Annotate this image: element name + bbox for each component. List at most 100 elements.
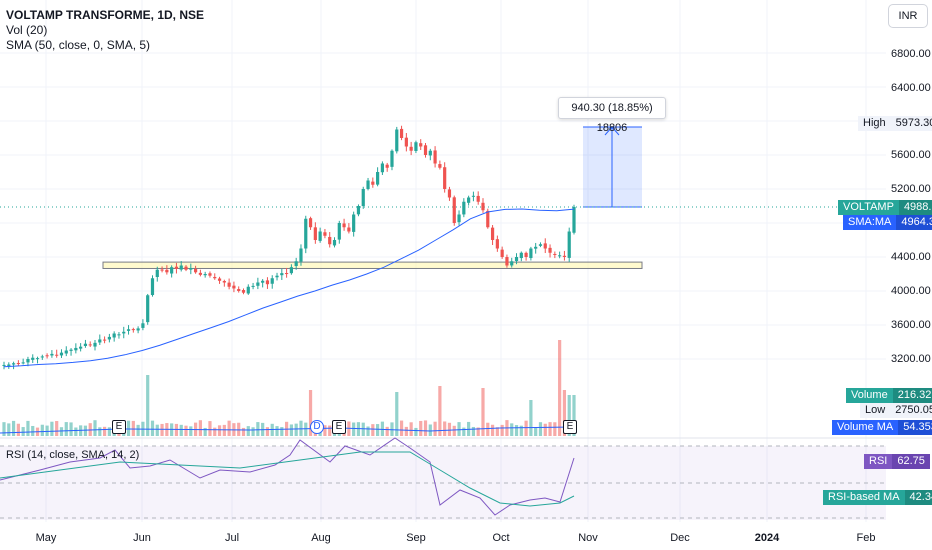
candle-body xyxy=(280,273,284,276)
volume-bar xyxy=(423,420,428,436)
candle-body xyxy=(294,261,298,266)
candle-body xyxy=(395,129,399,152)
volume-legend[interactable]: Vol (20) xyxy=(6,23,48,37)
volume-bar xyxy=(534,427,538,436)
volume-bar xyxy=(93,420,97,436)
volume-bar xyxy=(433,421,437,436)
volume-bar xyxy=(55,421,59,436)
candle-body xyxy=(399,128,404,138)
earnings-event-marker[interactable]: E xyxy=(332,420,346,434)
candle-body xyxy=(414,142,418,151)
candle-body xyxy=(107,336,111,340)
volume-bar xyxy=(208,421,212,436)
volume-bar xyxy=(529,400,533,436)
candle-body xyxy=(237,289,241,291)
price-scale-label: 4000.00 xyxy=(891,285,931,297)
candle-body xyxy=(404,137,408,147)
symbol-price-tag: VOLTAMP 4988.95 xyxy=(838,200,932,215)
candle-body xyxy=(371,181,375,185)
candle-body xyxy=(170,267,174,274)
volume-bar xyxy=(184,425,188,436)
currency-button[interactable]: INR xyxy=(888,4,928,28)
volume-bar xyxy=(241,427,246,436)
candle-body xyxy=(428,150,432,156)
candle-body xyxy=(390,150,394,167)
volume-bar xyxy=(572,395,576,436)
time-axis-label: Jun xyxy=(133,532,151,544)
price-scale-label: 5600.00 xyxy=(891,149,931,161)
volume-bar xyxy=(361,422,365,436)
low-value: 2750.05 xyxy=(895,404,932,416)
low-tag: Low 2750.05 xyxy=(860,403,932,418)
earnings-event-marker[interactable]: E xyxy=(563,420,577,434)
rsi-tag-label: RSI xyxy=(869,455,888,467)
candle-body xyxy=(160,269,164,271)
candle-body xyxy=(419,143,423,147)
volume-bar xyxy=(222,424,226,436)
candle-body xyxy=(467,197,471,203)
volume-bar xyxy=(107,427,111,436)
volume-bar xyxy=(150,420,155,436)
volume-bar xyxy=(227,420,231,436)
candle-body xyxy=(79,346,83,349)
candle-body xyxy=(323,232,327,236)
candle-body xyxy=(270,278,274,284)
price-scale-label: 3600.00 xyxy=(891,319,931,331)
candle-body xyxy=(318,231,322,241)
candle-body xyxy=(304,218,308,249)
time-axis-label: Oct xyxy=(492,532,510,544)
high-label: High xyxy=(863,117,886,129)
rsi-legend[interactable]: RSI (14, close, SMA, 14, 2) xyxy=(6,449,140,461)
symbol-legend[interactable]: VOLTAMP TRANSFORME, 1D, NSE xyxy=(6,8,205,22)
high-value: 5973.30 xyxy=(895,117,932,129)
candle-body xyxy=(93,342,97,347)
volume-bar xyxy=(548,422,552,436)
sma-tag-value: 4964.30 xyxy=(896,215,932,230)
volume-bar xyxy=(371,424,375,436)
volume-bar xyxy=(500,424,504,436)
candle-body xyxy=(64,350,68,354)
volume-bar xyxy=(98,427,102,436)
dividend-event-marker[interactable]: D xyxy=(310,420,324,434)
time-axis-label: May xyxy=(35,532,57,544)
candle-body xyxy=(88,344,92,346)
candle-body xyxy=(505,257,509,266)
candle-body xyxy=(198,272,202,275)
volume-bar xyxy=(543,423,547,436)
volume-bar xyxy=(126,420,131,436)
candle-body xyxy=(2,364,6,366)
candle-body xyxy=(438,164,442,168)
volume-bar xyxy=(419,420,423,436)
candle-body xyxy=(385,164,389,168)
volume-bar xyxy=(179,424,183,436)
candle-body xyxy=(31,357,35,360)
candle-body xyxy=(476,195,480,202)
rsi-line xyxy=(0,437,575,516)
volume-bar xyxy=(26,420,30,436)
volume-bar xyxy=(155,424,159,436)
volume-bar xyxy=(490,424,495,436)
measure-arrow-head xyxy=(604,126,620,136)
candle-body xyxy=(289,267,293,274)
candle-body xyxy=(174,266,179,269)
candle-body xyxy=(308,218,313,228)
volume-bar xyxy=(21,427,25,436)
candle-body xyxy=(409,146,413,151)
sma-legend[interactable]: SMA (50, close, 0, SMA, 5) xyxy=(6,38,151,52)
candle-body xyxy=(529,248,533,259)
candle-body xyxy=(165,269,169,273)
price-scale-label: 3200.00 xyxy=(891,353,931,365)
candle-body xyxy=(423,145,428,155)
time-axis-label: Sep xyxy=(406,532,426,544)
candle-body xyxy=(366,180,370,189)
volume-bar xyxy=(462,427,466,436)
candle-body xyxy=(189,268,193,270)
candle-body xyxy=(433,150,437,164)
earnings-event-marker[interactable]: E xyxy=(112,420,126,434)
candle-body xyxy=(155,269,159,277)
candle-body xyxy=(136,328,140,331)
candle-body xyxy=(457,214,461,223)
volume-bar xyxy=(74,427,78,436)
candle-body xyxy=(59,352,64,356)
